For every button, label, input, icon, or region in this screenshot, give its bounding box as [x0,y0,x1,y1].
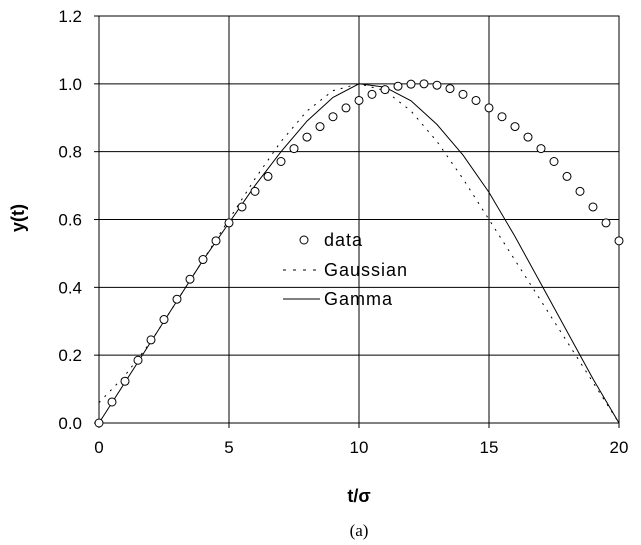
data-point [263,171,273,181]
data-point [94,418,104,428]
data-point [276,157,286,167]
data-point [393,81,403,91]
data-point [536,144,546,154]
figure-caption: (a) [350,521,369,540]
data-point [159,315,169,325]
x-tick-label: 5 [224,438,233,457]
y-axis-title: y(t) [8,204,28,232]
data-point [237,202,247,212]
data-point [185,274,195,284]
y-tick-label: 0.4 [58,278,82,297]
data-point [510,122,520,132]
x-tick-label: 20 [610,438,629,457]
y-tick-label: 0.8 [58,143,82,162]
x-tick-labels: 0 5 10 15 20 [94,423,628,457]
y-tick-label: 1.0 [58,75,82,94]
data-point [315,122,325,132]
data-point [107,397,117,407]
data-point [562,171,572,181]
data-point [484,103,494,113]
data-point [471,95,481,105]
data-point [380,85,390,95]
data-point [523,132,533,142]
data-point [224,218,234,228]
data-point [250,186,260,196]
data-point [588,202,598,212]
data-point [133,355,143,365]
data-point [419,79,429,89]
data-point [445,84,455,94]
legend-label-gaussian: Gaussian [324,260,408,280]
data-point [406,79,416,89]
data-point [198,255,208,265]
y-tick-labels: 0.0 0.2 0.4 0.6 0.8 1.0 1.2 [58,7,99,433]
data-point [601,218,611,228]
legend: data Gaussian Gamma [283,230,408,309]
data-point [354,95,364,105]
gridlines [98,15,620,424]
x-axis-title: t/σ [347,486,370,506]
data-point [575,186,585,196]
legend-marker-data [299,235,309,245]
data-point [614,236,624,246]
data-points [94,79,624,428]
data-point [289,144,299,154]
y-tick-label: 0.6 [58,211,82,230]
data-point [172,294,182,304]
data-point [432,80,442,90]
y-tick-label: 0.0 [58,414,82,433]
y-tick-label: 1.2 [58,7,82,26]
x-tick-label: 10 [350,438,369,457]
data-point [302,132,312,142]
data-point [146,335,156,345]
x-tick-label: 0 [94,438,103,457]
data-point [341,103,351,113]
legend-label-data: data [324,230,363,250]
y-tick-label: 0.2 [58,346,82,365]
data-point [211,236,221,246]
legend-label-gamma: Gamma [324,289,393,309]
data-point [549,157,559,167]
data-point [458,89,468,99]
data-point [120,376,130,386]
data-point [367,89,377,99]
data-point [497,112,507,122]
x-tick-label: 15 [480,438,499,457]
data-point [328,112,338,122]
